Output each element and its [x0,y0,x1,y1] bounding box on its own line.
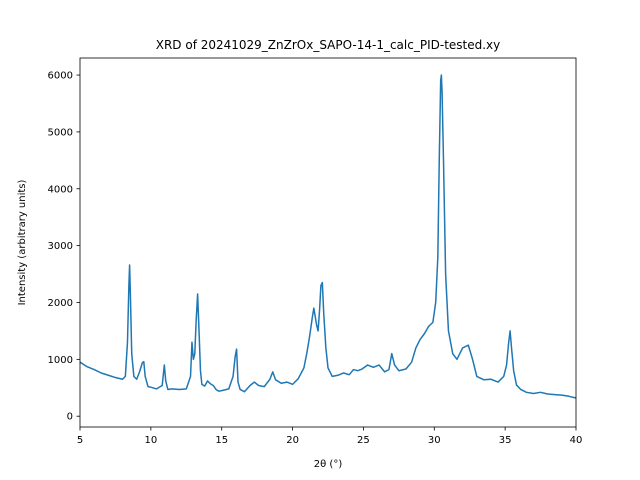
y-tick-label: 3000 [48,241,73,252]
y-tick-label: 2000 [48,298,73,309]
x-axis-label: 2θ (°) [314,459,343,470]
x-axis-ticks: 5 10 15 20 25 30 35 40 [77,427,583,446]
axes-frame [79,57,577,428]
x-tick-label: 35 [499,435,512,446]
x-tick-label: 15 [215,435,228,446]
y-tick-label: 5000 [48,127,73,138]
x-tick-label: 40 [570,435,583,446]
x-tick-label: 20 [286,435,299,446]
y-tick-label: 1000 [48,355,73,366]
y-tick-label: 0 [67,412,73,423]
x-tick-label: 25 [357,435,370,446]
x-tick-label: 30 [428,435,441,446]
y-tick-label: 4000 [48,184,73,195]
series-line-0 [79,74,577,399]
plot-area [79,74,577,399]
x-tick-label: 10 [144,435,157,446]
y-tick-label: 6000 [48,71,73,82]
y-axis-label: Intensity (arbitrary units) [17,179,28,305]
x-tick-label: 5 [77,435,83,446]
chart-title: XRD of 20241029_ZnZrOx_SAPO-14-1_calc_PI… [156,38,501,52]
y-axis-ticks: 0 1000 2000 3000 4000 5000 6000 [48,71,80,423]
